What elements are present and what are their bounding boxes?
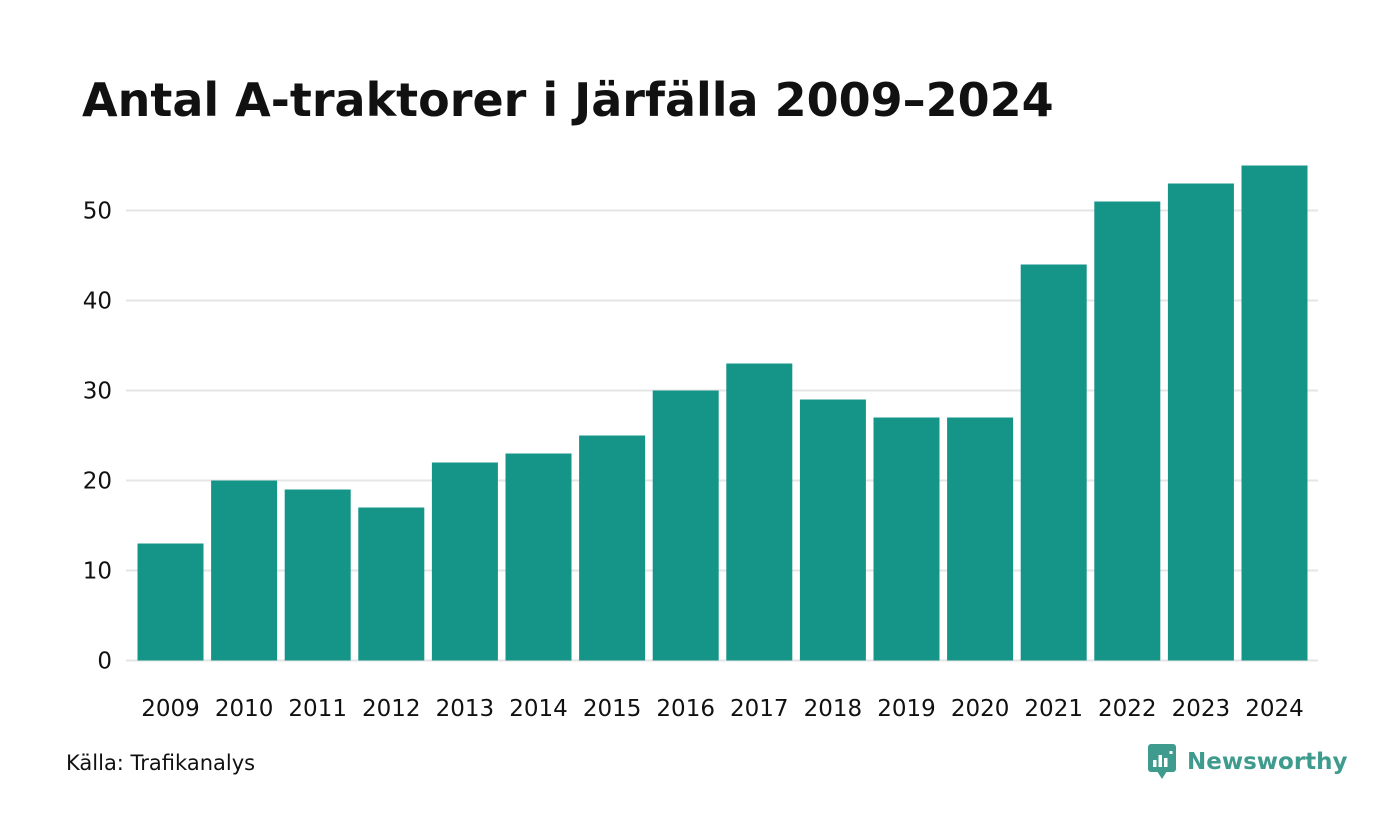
bar-2020 — [947, 417, 1014, 661]
bar-2011 — [284, 489, 351, 661]
brand-logo: Newsworthy — [1147, 742, 1348, 782]
source-note: Källa: Trafikanalys — [66, 751, 256, 775]
y-tick-label: 40 — [83, 289, 112, 315]
chart-title: Antal A-traktorer i Järfälla 2009–2024 — [82, 73, 1054, 127]
bar-2022 — [1094, 201, 1161, 661]
x-tick-label: 2024 — [1245, 696, 1304, 722]
bar-2023 — [1167, 183, 1234, 661]
bar-2019 — [873, 417, 940, 661]
bar-2014 — [505, 453, 572, 661]
x-axis-ticks: 2009 2010 2011 2012 2013 2014 2015 2016 2017 2018… — [141, 696, 1304, 722]
bar-2024 — [1241, 165, 1308, 661]
x-tick-label: 2012 — [362, 696, 421, 722]
y-tick-label: 20 — [83, 469, 112, 495]
bar-2018 — [799, 399, 866, 661]
bars — [137, 165, 1308, 661]
x-tick-label: 2019 — [877, 696, 936, 722]
bar-2013 — [431, 462, 498, 661]
x-tick-label: 2020 — [951, 696, 1010, 722]
y-tick-label: 30 — [83, 379, 112, 405]
y-tick-label: 50 — [83, 199, 112, 225]
x-tick-label: 2014 — [509, 696, 568, 722]
x-tick-label: 2021 — [1024, 696, 1083, 722]
x-tick-label: 2011 — [288, 696, 347, 722]
x-tick-label: 2022 — [1098, 696, 1157, 722]
bar-2021 — [1020, 264, 1087, 661]
x-tick-label: 2023 — [1172, 696, 1231, 722]
bar-2017 — [726, 363, 793, 661]
bar-2016 — [652, 390, 719, 661]
x-tick-label: 2017 — [730, 696, 789, 722]
brand-name: Newsworthy — [1187, 749, 1348, 775]
bar-2015 — [579, 435, 646, 661]
bar-2009 — [137, 543, 204, 661]
x-tick-label: 2015 — [583, 696, 642, 722]
x-tick-label: 2009 — [141, 696, 200, 722]
x-tick-label: 2010 — [215, 696, 274, 722]
y-tick-label: 0 — [97, 649, 112, 675]
bar-chart-speech-bubble-icon — [1148, 744, 1176, 779]
bar-chart: 0 10 20 30 40 50 2009 2010 2011 2012 2013 2014 2015… — [83, 165, 1318, 722]
y-axis-ticks: 0 10 20 30 40 50 — [83, 199, 112, 675]
x-tick-label: 2018 — [804, 696, 863, 722]
bar-2010 — [211, 480, 278, 661]
x-tick-label: 2013 — [436, 696, 495, 722]
y-tick-label: 10 — [83, 559, 112, 585]
x-tick-label: 2016 — [656, 696, 715, 722]
bar-2012 — [358, 507, 425, 661]
